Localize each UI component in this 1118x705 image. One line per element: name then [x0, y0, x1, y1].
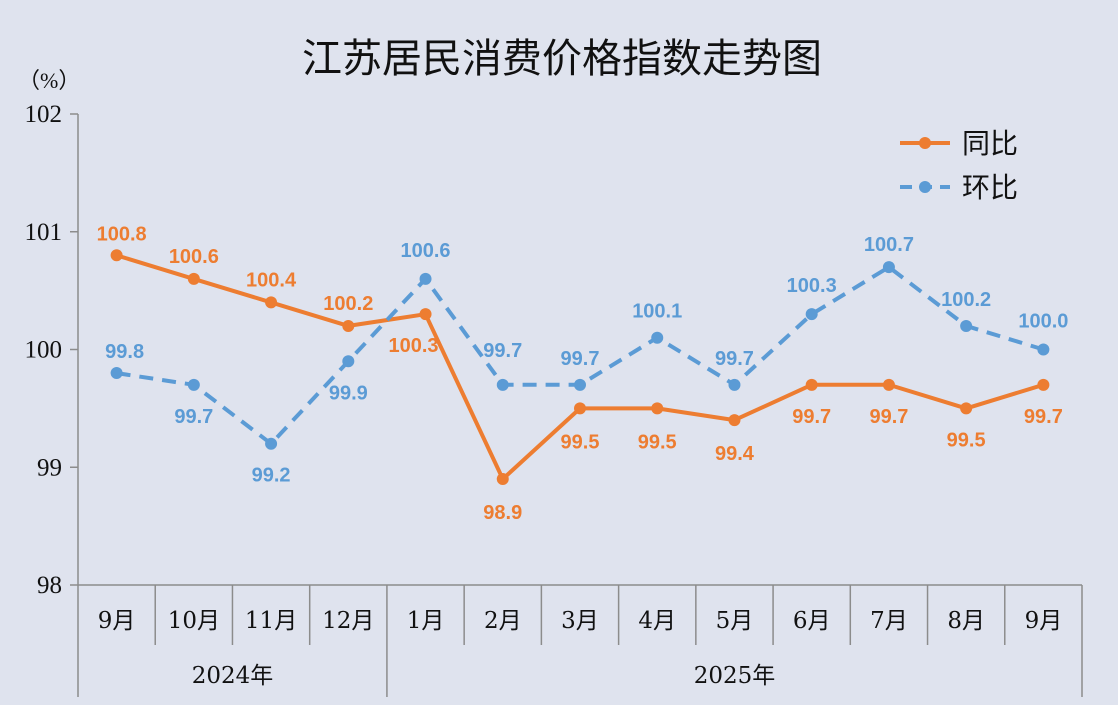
data-point	[342, 355, 355, 368]
data-point	[1037, 343, 1050, 356]
data-label: 99.7	[174, 406, 213, 428]
x-group-label: 2024年	[192, 663, 274, 689]
data-point	[882, 378, 895, 391]
data-label: 99.7	[792, 406, 831, 428]
data-point	[882, 261, 895, 274]
data-label: 100.0	[1018, 311, 1068, 333]
data-point	[265, 296, 278, 309]
data-point	[574, 378, 586, 391]
data-point	[419, 308, 432, 321]
x-tick-label: 10月	[168, 608, 220, 634]
series-layer	[110, 249, 1050, 486]
data-label: 100.6	[401, 240, 451, 262]
y-unit-label: （%）	[18, 68, 80, 93]
data-point	[728, 378, 741, 391]
data-label: 100.3	[787, 275, 837, 297]
y-tick-label: 98	[37, 572, 62, 599]
data-label: 99.7	[561, 348, 600, 370]
data-point	[960, 402, 973, 415]
legend-marker	[919, 181, 931, 193]
data-label: 99.2	[252, 465, 291, 487]
data-label: 98.9	[483, 502, 522, 524]
data-label: 99.5	[947, 429, 986, 451]
data-label: 99.7	[715, 348, 754, 370]
data-point	[110, 367, 123, 380]
legend-label: 同比	[962, 127, 1018, 160]
data-label: 100.8	[97, 223, 147, 245]
data-point	[574, 402, 586, 415]
x-tick-label: 3月	[561, 608, 599, 634]
x-tick-label: 12月	[322, 608, 374, 634]
legend-label: 环比	[962, 171, 1018, 204]
data-label: 100.1	[632, 301, 682, 323]
data-label: 100.2	[941, 289, 991, 311]
data-point	[265, 437, 278, 450]
data-label: 99.7	[869, 406, 908, 428]
data-point	[419, 272, 432, 285]
data-point	[805, 378, 818, 391]
data-label: 99.4	[715, 443, 755, 465]
data-label: 99.5	[638, 431, 677, 453]
data-point	[342, 319, 355, 332]
data-point	[960, 319, 973, 332]
data-point	[187, 378, 200, 391]
data-point	[651, 402, 664, 415]
data-point	[496, 473, 509, 486]
data-point	[1037, 378, 1050, 391]
y-tick-label: 100	[25, 337, 63, 364]
data-label: 99.8	[105, 341, 144, 363]
data-label: 100.6	[169, 246, 219, 268]
data-label: 99.7	[1024, 406, 1063, 428]
x-group-label: 2025年	[694, 663, 776, 689]
data-label: 99.5	[561, 431, 600, 453]
x-tick-label: 11月	[245, 608, 297, 634]
x-tick-label: 7月	[870, 608, 908, 634]
y-tick-label: 102	[25, 101, 63, 128]
chart-title: 江苏居民消费价格指数走势图	[302, 36, 822, 82]
y-tick-label: 101	[25, 219, 63, 246]
x-tick-label: 4月	[638, 608, 676, 634]
x-tick-label: 5月	[716, 608, 754, 634]
data-label: 100.3	[389, 335, 439, 357]
y-tick-label: 99	[37, 454, 62, 481]
data-labels: 100.8 100.6 100.4 100.2 100.3 98.9 99.5 99.5 99.…	[97, 223, 1069, 524]
data-label: 100.7	[864, 234, 914, 256]
data-label: 100.4	[246, 269, 297, 291]
x-tick-label: 9月	[98, 608, 136, 634]
data-point	[110, 249, 123, 262]
data-point	[805, 308, 818, 321]
x-tick-label: 8月	[947, 608, 985, 634]
data-point	[651, 331, 664, 344]
axes: 98 99 100 101 102 9月 10月 11月 12月 1月 2月 3月 4月 5月 6月 7月 8月…	[25, 101, 1083, 697]
x-tick-label: 2月	[484, 608, 522, 634]
x-tick-label: 1月	[407, 608, 445, 634]
data-label: 99.7	[483, 340, 522, 362]
legend-marker	[919, 137, 931, 149]
data-point	[728, 414, 741, 427]
data-label: 100.2	[323, 293, 373, 315]
data-point	[187, 272, 200, 285]
x-tick-label: 6月	[793, 608, 831, 634]
x-tick-label: 9月	[1025, 608, 1063, 634]
data-point	[496, 378, 509, 391]
data-label: 99.9	[329, 382, 368, 404]
